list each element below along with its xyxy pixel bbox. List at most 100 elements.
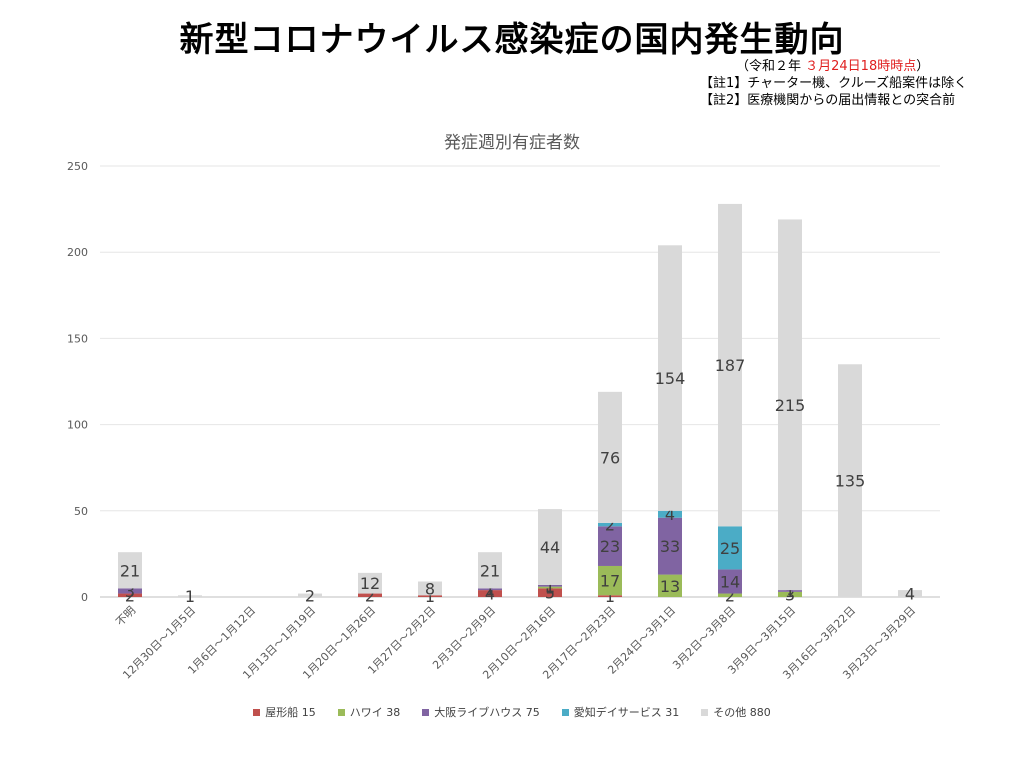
bar-segment: [598, 391, 622, 523]
data-label: 76: [600, 448, 620, 467]
bar-segment: [358, 593, 382, 597]
data-label: 23: [600, 537, 620, 556]
bar-segment: [478, 590, 502, 597]
legend-label: 大阪ライブハウス 75: [434, 706, 540, 719]
bar-segment: [598, 565, 622, 596]
bar-segment: [418, 581, 442, 596]
legend-item: ハワイ 38: [337, 704, 401, 720]
x-tick-label: 2月3日～2月9日: [430, 604, 498, 672]
bar-segment: [718, 526, 742, 570]
bar-segment: [358, 572, 382, 594]
data-label: 1: [425, 587, 435, 606]
legend-label: その他 880: [713, 706, 771, 719]
data-label: 4: [905, 585, 915, 604]
y-tick-label: 200: [67, 246, 88, 259]
data-label: 135: [835, 472, 866, 491]
data-label: 21: [120, 561, 140, 580]
bar-segment: [778, 219, 802, 591]
legend-item: その他 880: [701, 704, 771, 720]
data-label: 33: [660, 537, 680, 556]
legend-label: 屋形船 15: [265, 706, 316, 719]
y-tick-label: 50: [74, 505, 88, 518]
bar-segment: [598, 595, 622, 597]
legend-label: 愛知デイサービス 31: [573, 706, 680, 719]
data-label: 1: [185, 587, 195, 606]
bar-segment: [598, 526, 622, 566]
bar-segment: [538, 586, 562, 589]
data-label: 2: [125, 586, 135, 605]
y-tick-label: 150: [67, 332, 88, 345]
bar-segment: [898, 590, 922, 597]
data-label: 2: [725, 586, 735, 605]
data-label: 25: [720, 539, 740, 558]
bar-segment: [598, 522, 622, 527]
data-label: 1: [605, 587, 615, 606]
bar-segment: [118, 593, 142, 597]
bar-segment: [298, 593, 322, 597]
data-label: 5: [545, 584, 555, 603]
bar-segment: [658, 517, 682, 575]
bar-segment: [778, 590, 802, 592]
data-label: 4: [485, 585, 495, 604]
data-label: 12: [360, 574, 380, 593]
data-label: 1: [545, 579, 555, 598]
note-2: 【註2】医療機関からの届出情報との突合前: [700, 93, 956, 108]
date-suffix: ）: [916, 59, 930, 74]
legend-label: ハワイ 38: [349, 706, 401, 719]
data-label: 8: [425, 579, 435, 598]
bar-segment: [538, 584, 562, 587]
legend-swatch: [253, 708, 261, 716]
bar-segment: [418, 595, 442, 597]
data-label: 21: [480, 561, 500, 580]
bar-segment: [718, 593, 742, 597]
bar-segment: [718, 569, 742, 594]
data-label: 2: [305, 586, 315, 605]
data-label: 1: [785, 582, 795, 601]
bar-segment: [538, 588, 562, 597]
data-label: 17: [600, 572, 620, 591]
y-tick-label: 100: [67, 419, 88, 432]
bar-segment: [478, 588, 502, 591]
data-label: 14: [720, 572, 740, 591]
chart-title: 発症週別有症者数: [444, 133, 580, 153]
data-label: 13: [660, 577, 680, 596]
page-title: 新型コロナウイルス感染症の国内発生動向: [179, 20, 845, 60]
legend-item: 屋形船 15: [253, 704, 316, 720]
bar-segment: [658, 245, 682, 511]
chart-legend: 屋形船 15 ハワイ 38 大阪ライブハウス 75 愛知デイサービス 31 その他 88…: [0, 704, 1024, 720]
bar-segment: [718, 203, 742, 527]
data-label: 3: [125, 582, 135, 601]
legend-swatch: [561, 708, 569, 716]
legend-swatch: [701, 708, 709, 716]
bar-segment: [118, 588, 142, 594]
bar-segment: [178, 595, 202, 597]
x-tick-label: 不明: [113, 604, 138, 629]
legend-item: 大阪ライブハウス 75: [422, 704, 540, 720]
header-notes: （令和２年 ３月24日18時時点） 【註1】チャーター機、クルーズ船案件は除く …: [700, 58, 1020, 109]
data-label: 215: [775, 396, 806, 415]
legend-swatch: [422, 708, 430, 716]
bar-segment: [658, 574, 682, 597]
y-tick-label: 250: [67, 160, 88, 173]
data-label: 4: [665, 505, 675, 524]
data-label: 1: [485, 580, 495, 599]
data-label: 2: [605, 516, 615, 535]
data-label: 2: [365, 586, 375, 605]
data-label: 154: [655, 369, 686, 388]
bar-segment: [538, 509, 562, 585]
y-tick-label: 0: [81, 591, 88, 604]
date-prefix: （令和２年: [736, 59, 806, 74]
data-label: 187: [715, 356, 746, 375]
bar-segment: [118, 552, 142, 589]
legend-item: 愛知デイサービス 31: [561, 704, 680, 720]
note-1: 【註1】チャーター機、クルーズ船案件は除く: [700, 76, 968, 91]
bar-segment: [838, 364, 862, 597]
x-tick-label: 3月2日～3月8日: [670, 604, 738, 672]
date-line: （令和２年 ３月24日18時時点）: [700, 58, 1020, 75]
bar-segment: [478, 552, 502, 589]
data-label: 3: [785, 585, 795, 604]
bar-segment: [778, 591, 802, 597]
date-highlight: ３月24日18時時点: [805, 59, 917, 74]
bar-segment: [658, 510, 682, 518]
